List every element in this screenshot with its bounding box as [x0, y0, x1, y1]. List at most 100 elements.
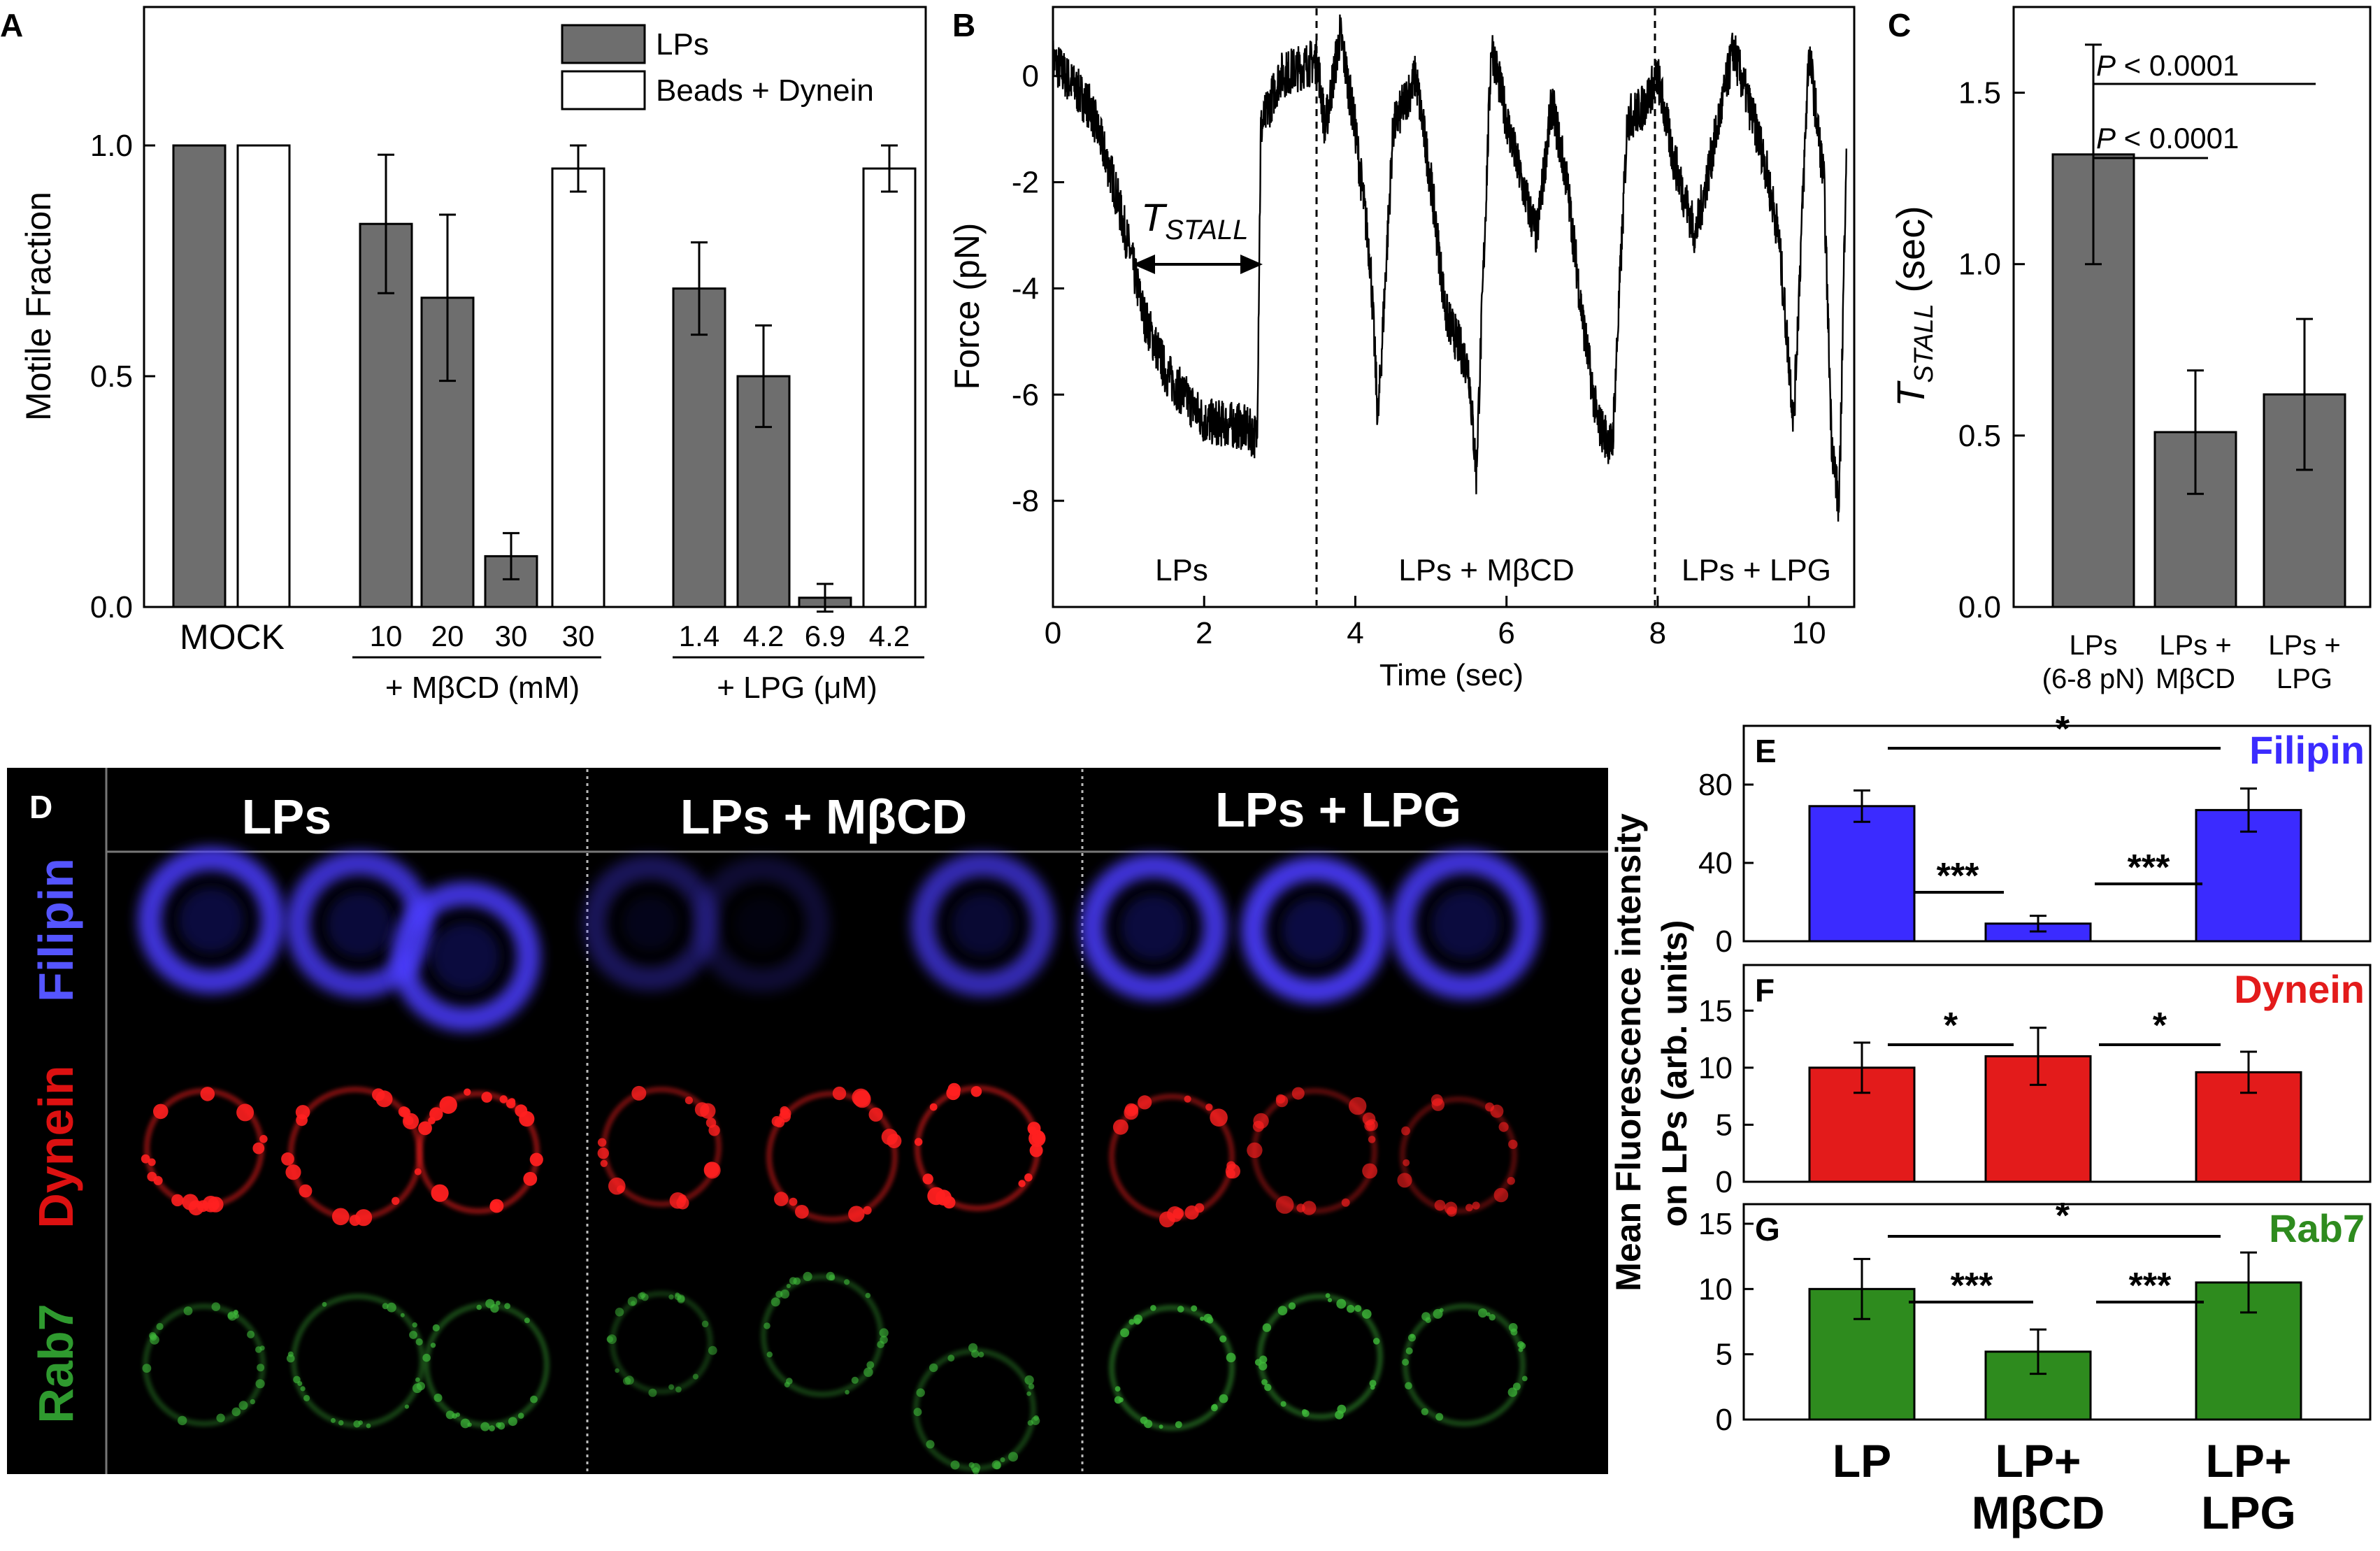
- cell-puncta: [353, 1420, 361, 1428]
- panel-c-ytick-label: 0.5: [1958, 419, 2001, 453]
- cell-puncta: [1508, 1139, 1518, 1150]
- cell-puncta: [968, 1343, 978, 1352]
- cell-puncta: [252, 1142, 265, 1155]
- cell-puncta: [354, 1209, 373, 1227]
- cell-puncta: [1490, 1104, 1504, 1118]
- panel-d-letter: D: [29, 789, 52, 825]
- cell-puncta: [464, 1088, 471, 1096]
- region-mbcd: LPs + MβCD: [1398, 553, 1574, 587]
- panel-e-ytick-label: 0: [1716, 924, 1733, 959]
- panel-a-category-label: 30: [562, 620, 595, 652]
- cell-puncta: [519, 1110, 535, 1127]
- cell-puncta: [1408, 1334, 1416, 1342]
- region-lpg: LPs + LPG: [1682, 553, 1831, 587]
- cell-filipin-0: [138, 847, 285, 994]
- cell-puncta: [877, 1341, 884, 1348]
- cell-puncta: [913, 1408, 922, 1417]
- panel-b-letter: B: [952, 7, 975, 43]
- cell-puncta: [845, 1389, 850, 1395]
- panel-f-letter: F: [1755, 972, 1775, 1008]
- cell-puncta: [300, 1386, 306, 1392]
- cell-puncta: [684, 1096, 694, 1105]
- panel-b-ytick-label: -8: [1012, 484, 1039, 518]
- cell-puncta: [150, 1333, 157, 1341]
- cell-dynein-5: [915, 1082, 1046, 1211]
- legend-swatch-lps: [561, 24, 646, 64]
- panel-a-letter: A: [0, 7, 23, 43]
- significance-stars: ***: [1937, 856, 1979, 896]
- cell-puncta: [868, 1107, 883, 1122]
- cell-puncta: [775, 1290, 783, 1298]
- cell-puncta: [1507, 1387, 1517, 1397]
- cell-puncta: [1486, 1312, 1491, 1317]
- panel-c-category-label: LPs: [2070, 630, 2118, 661]
- panel-e-ytick-label: 80: [1698, 768, 1733, 802]
- tstall-label: TSTALL: [1141, 195, 1249, 245]
- cell-puncta: [770, 1297, 780, 1307]
- cell-puncta: [322, 1301, 327, 1307]
- cell-puncta: [412, 1322, 417, 1328]
- cell-puncta: [1369, 1380, 1377, 1387]
- cell-puncta: [497, 1422, 506, 1430]
- cell-puncta: [1362, 1309, 1372, 1319]
- cell-puncta: [439, 1096, 457, 1114]
- cell-filipin-2: [391, 882, 540, 1031]
- cell-puncta: [433, 1393, 443, 1402]
- cell-ring: [417, 1091, 540, 1214]
- cell-dynein-7: [1247, 1087, 1378, 1215]
- cell-puncta: [694, 1102, 710, 1117]
- panel-g-ytick-label: 15: [1698, 1207, 1733, 1241]
- cell-filipin-4: [694, 857, 830, 992]
- micro-col-lpg: LPs + LPG: [1215, 782, 1461, 837]
- panel-a-category-label: 1.4: [679, 620, 719, 652]
- panel-b-xtick-label: 8: [1649, 616, 1666, 650]
- cell-puncta: [946, 1086, 961, 1101]
- cell-puncta: [1275, 1094, 1286, 1104]
- panel-c-ytick-label: 0.0: [1958, 590, 2001, 624]
- panel-f-ytick-label: 10: [1698, 1051, 1733, 1085]
- cell-puncta: [238, 1401, 248, 1410]
- cell-puncta: [668, 1384, 675, 1390]
- panel-a-category-label: 10: [370, 620, 403, 652]
- panel-g-ytick-label: 10: [1698, 1272, 1733, 1306]
- cell-puncta: [1200, 1316, 1205, 1321]
- cell-puncta: [638, 1292, 645, 1300]
- cell-puncta: [422, 1353, 431, 1362]
- cell-puncta: [259, 1135, 268, 1143]
- cell-puncta: [615, 1308, 624, 1317]
- cell-puncta: [485, 1299, 495, 1308]
- cell-puncta: [1291, 1087, 1305, 1100]
- cell-rab7-2: [422, 1299, 550, 1431]
- panel-a-bar-0: [172, 144, 227, 608]
- cell-puncta: [789, 1277, 797, 1285]
- cell-rab7-4: [761, 1271, 889, 1397]
- cell-puncta: [148, 1158, 156, 1166]
- cell-ring: [911, 852, 1055, 996]
- cell-puncta: [1401, 1126, 1410, 1136]
- cell-puncta: [431, 1184, 449, 1202]
- cell-ring: [1400, 1096, 1517, 1214]
- tstall-arrow-head-right: [1240, 255, 1263, 274]
- panel-a-bar-6: [672, 287, 726, 608]
- cell-puncta: [1252, 1120, 1264, 1132]
- cell-puncta: [1434, 1199, 1446, 1211]
- cell-puncta: [480, 1422, 490, 1431]
- cell-puncta: [701, 1320, 709, 1328]
- cell-puncta: [1327, 1298, 1333, 1303]
- cell-puncta: [1191, 1305, 1198, 1312]
- panel-a-group-mbcd: + MβCD (mM): [385, 671, 580, 705]
- cell-puncta: [1521, 1375, 1528, 1382]
- efg-category-label: MβCD: [1972, 1487, 2105, 1538]
- cell-puncta: [234, 1313, 239, 1319]
- cell-interior: [734, 896, 790, 952]
- panel-c-category-label: (6-8 pN): [2042, 664, 2145, 694]
- cell-puncta: [1335, 1410, 1344, 1420]
- micro-col-mbcd: LPs + MβCD: [680, 789, 967, 844]
- panel-a-bar-1: [236, 144, 291, 608]
- panel-a-category-labels: 10 20 30 30 1.4 4.2 6.9 4.2: [370, 620, 910, 652]
- cell-puncta: [524, 1317, 530, 1324]
- cell-puncta: [375, 1090, 393, 1108]
